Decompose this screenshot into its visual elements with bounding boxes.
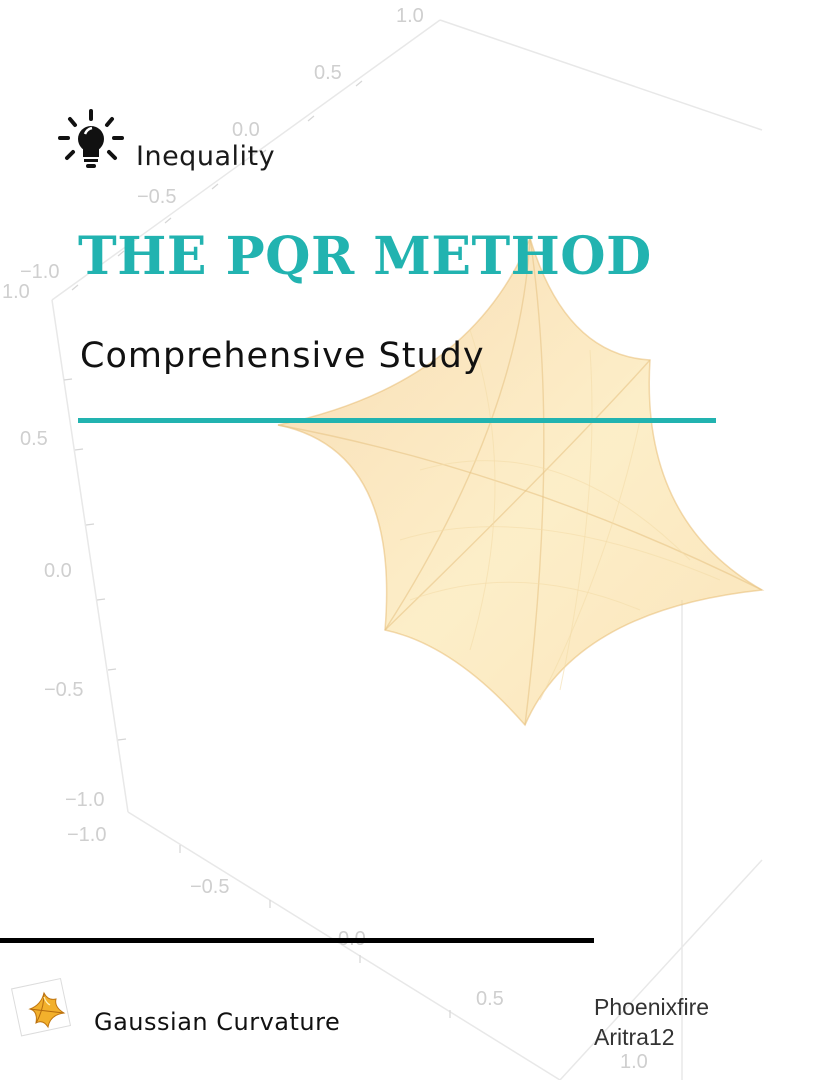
tick-label: 1.0 bbox=[620, 1051, 648, 1073]
curvature-surface bbox=[277, 235, 765, 727]
gaussian-curvature-logo-icon bbox=[10, 977, 72, 1037]
title-divider bbox=[78, 418, 716, 423]
author-list: Phoenixfire Aritra12 bbox=[594, 992, 709, 1052]
category-label: Inequality bbox=[136, 140, 276, 172]
plot-tick-labels: 1.0 0.5 0.0 −0.5 −1.0 1.0 0.5 0.0 −0.5 −… bbox=[2, 5, 648, 1073]
tick-label: 0.0 bbox=[44, 560, 72, 582]
tick-label: 0.5 bbox=[20, 428, 48, 450]
tick-label: −0.5 bbox=[44, 679, 83, 701]
page-title: THE PQR METHOD bbox=[78, 226, 652, 287]
footer-divider bbox=[0, 938, 594, 943]
plot-box-edges bbox=[51, 19, 763, 1080]
tick-label: −1.0 bbox=[67, 824, 106, 846]
tick-label: −0.5 bbox=[137, 186, 176, 208]
category-header: Inequality bbox=[58, 108, 275, 174]
page-subtitle: Comprehensive Study bbox=[80, 336, 485, 376]
author-name: Aritra12 bbox=[594, 1024, 675, 1050]
tick-label: −1.0 bbox=[20, 261, 59, 283]
plot-ticks bbox=[63, 80, 451, 1018]
author-name: Phoenixfire bbox=[594, 994, 710, 1020]
tick-label: 0.5 bbox=[476, 988, 504, 1010]
footer-label: Gaussian Curvature bbox=[94, 1008, 341, 1036]
tick-label: −0.5 bbox=[190, 876, 229, 898]
tick-label: 1.0 bbox=[2, 281, 30, 303]
tick-label: 0.0 bbox=[232, 119, 260, 141]
lightbulb-icon bbox=[58, 109, 124, 168]
tick-label: −1.0 bbox=[65, 789, 104, 811]
tick-label: 1.0 bbox=[396, 5, 424, 27]
tick-label: 0.5 bbox=[314, 62, 342, 84]
